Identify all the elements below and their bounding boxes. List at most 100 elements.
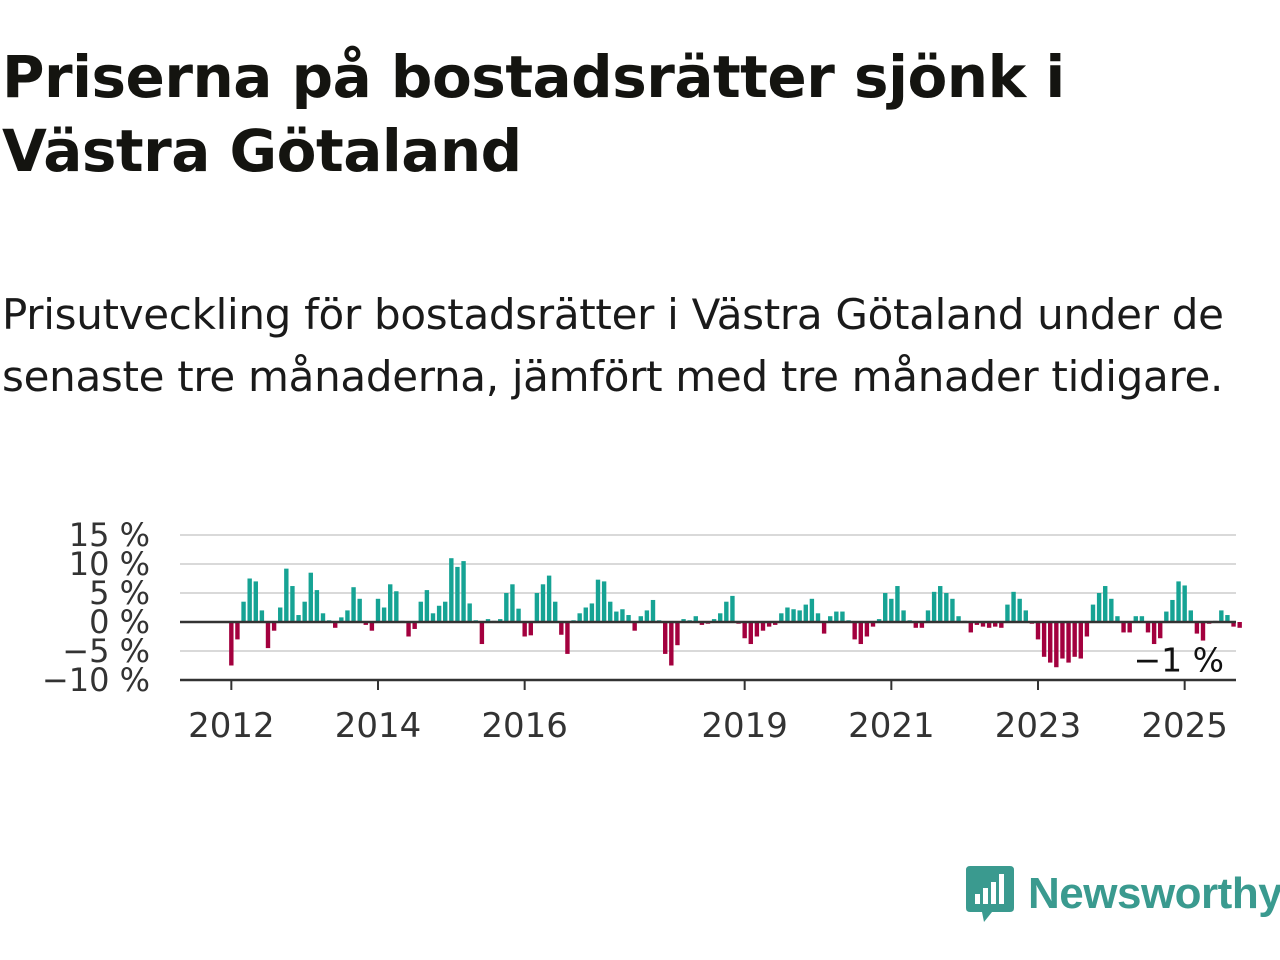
- bar: [980, 622, 986, 627]
- y-tick-label: 15 %: [69, 516, 150, 554]
- bar: [626, 615, 631, 622]
- chart-title: Priserna på bostadsrätter sjönk i Västra…: [2, 43, 1065, 185]
- y-tick-label: −10 %: [42, 661, 150, 699]
- bar: [241, 601, 246, 622]
- bar: [876, 619, 882, 622]
- bar: [1121, 622, 1126, 633]
- bar: [974, 622, 980, 625]
- bar: [528, 622, 533, 636]
- bar: [1017, 598, 1022, 622]
- bar: [559, 622, 564, 635]
- bar: [785, 607, 790, 622]
- bar: [1023, 610, 1028, 622]
- bar: [229, 622, 234, 666]
- bar: [595, 579, 601, 622]
- bar: [748, 622, 753, 645]
- bar: [1145, 622, 1151, 633]
- y-tick-label: 10 %: [69, 545, 150, 583]
- bar: [302, 601, 307, 622]
- bar: [870, 622, 876, 627]
- bar: [455, 566, 460, 622]
- bar: [357, 598, 362, 622]
- bar: [418, 601, 423, 622]
- bar: [583, 607, 588, 622]
- x-tick-label: 2025: [1141, 706, 1228, 745]
- bar: [913, 622, 918, 628]
- bar: [290, 586, 295, 622]
- newsworthy-logo-icon: [966, 866, 1014, 922]
- bar: [461, 561, 466, 622]
- bar: [375, 598, 381, 622]
- bar: [522, 622, 527, 637]
- bar: [919, 622, 925, 628]
- bar: [711, 619, 717, 622]
- bar: [235, 622, 240, 640]
- bar: [479, 622, 485, 645]
- bar: [840, 611, 845, 622]
- bar: [1084, 622, 1090, 637]
- bar: [1176, 581, 1181, 622]
- bar: [1060, 622, 1065, 659]
- bar: [944, 593, 949, 622]
- bar: [516, 608, 521, 622]
- bar: [1066, 622, 1071, 663]
- y-tick-label: 5 %: [89, 574, 150, 612]
- bar: [339, 617, 344, 622]
- bar: [351, 587, 356, 622]
- bar: [669, 622, 674, 666]
- bar: [412, 622, 417, 629]
- bar: [699, 622, 705, 625]
- bar: [883, 593, 888, 622]
- bar: [681, 619, 686, 622]
- bar: [931, 591, 937, 622]
- y-tick-label: −5 %: [62, 632, 150, 670]
- bar: [271, 622, 277, 631]
- bar: [388, 584, 393, 622]
- chart-subtitle: Prisutveckling för bostadsrätter i Västr…: [2, 290, 1224, 401]
- y-tick-label: 0 %: [89, 603, 150, 641]
- bar: [614, 611, 619, 622]
- bar: [1170, 599, 1175, 622]
- bar: [296, 615, 301, 622]
- bar: [534, 593, 540, 622]
- bar: [1096, 593, 1102, 622]
- bar: [1054, 622, 1059, 668]
- bar: [510, 584, 515, 622]
- bar: [760, 622, 766, 631]
- bar: [773, 622, 778, 625]
- bar: [1158, 622, 1163, 639]
- bar: [1103, 586, 1108, 622]
- bar: [779, 613, 784, 622]
- bar: [345, 610, 350, 622]
- bar: [730, 595, 735, 622]
- bar: [858, 622, 863, 645]
- bar: [632, 622, 637, 631]
- bar: [968, 622, 973, 633]
- bar: [901, 610, 906, 622]
- bar: [803, 604, 808, 622]
- bar: [504, 593, 509, 622]
- bar: [693, 616, 698, 622]
- bar: [809, 598, 815, 622]
- bar: [406, 622, 411, 637]
- bar: [620, 609, 625, 622]
- bar: [320, 613, 326, 622]
- bar: [1109, 598, 1114, 622]
- bar: [815, 613, 821, 622]
- bar-chart: 15 %10 %5 %0 %−5 %−10 % 2012 2014 2016 2019…: [42, 516, 1242, 745]
- bar: [363, 622, 368, 625]
- bar: [650, 599, 656, 622]
- bar: [1005, 604, 1010, 622]
- bar: [1194, 622, 1200, 634]
- bar: [540, 584, 546, 622]
- bar: [1225, 615, 1230, 622]
- x-tick-label: 2014: [335, 706, 422, 745]
- bar: [485, 619, 491, 622]
- bar: [1151, 622, 1157, 645]
- bar: [1231, 622, 1236, 627]
- bar: [895, 586, 900, 622]
- bar: [314, 590, 320, 622]
- bar: [443, 601, 448, 622]
- bar: [791, 609, 796, 622]
- bar: [1133, 616, 1138, 622]
